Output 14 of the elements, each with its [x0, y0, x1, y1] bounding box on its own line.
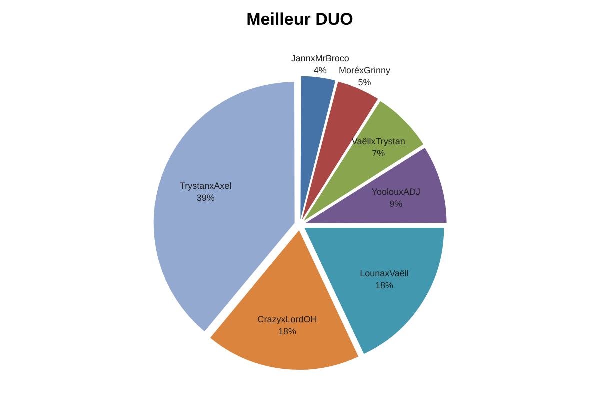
slice-label: LounaxVaëll [360, 268, 409, 279]
data-label: 7% [372, 148, 386, 158]
slice-label: JannxMrBroco [291, 53, 350, 64]
data-label: 39% [196, 193, 215, 204]
data-label: 18% [375, 280, 394, 291]
data-label: 18% [278, 326, 296, 336]
data-label: 9% [390, 199, 403, 210]
data-label: 4% [314, 65, 327, 76]
chart-title: Meilleur DUO [246, 10, 354, 30]
slice-label: YoolouxADJ [372, 187, 420, 198]
slice-label: MoréxGrinny [338, 65, 391, 76]
slice-label: TrystanxAxel [180, 181, 232, 192]
data-label: 5% [358, 77, 372, 88]
slice-label: CrazyxLordOH [258, 314, 318, 324]
